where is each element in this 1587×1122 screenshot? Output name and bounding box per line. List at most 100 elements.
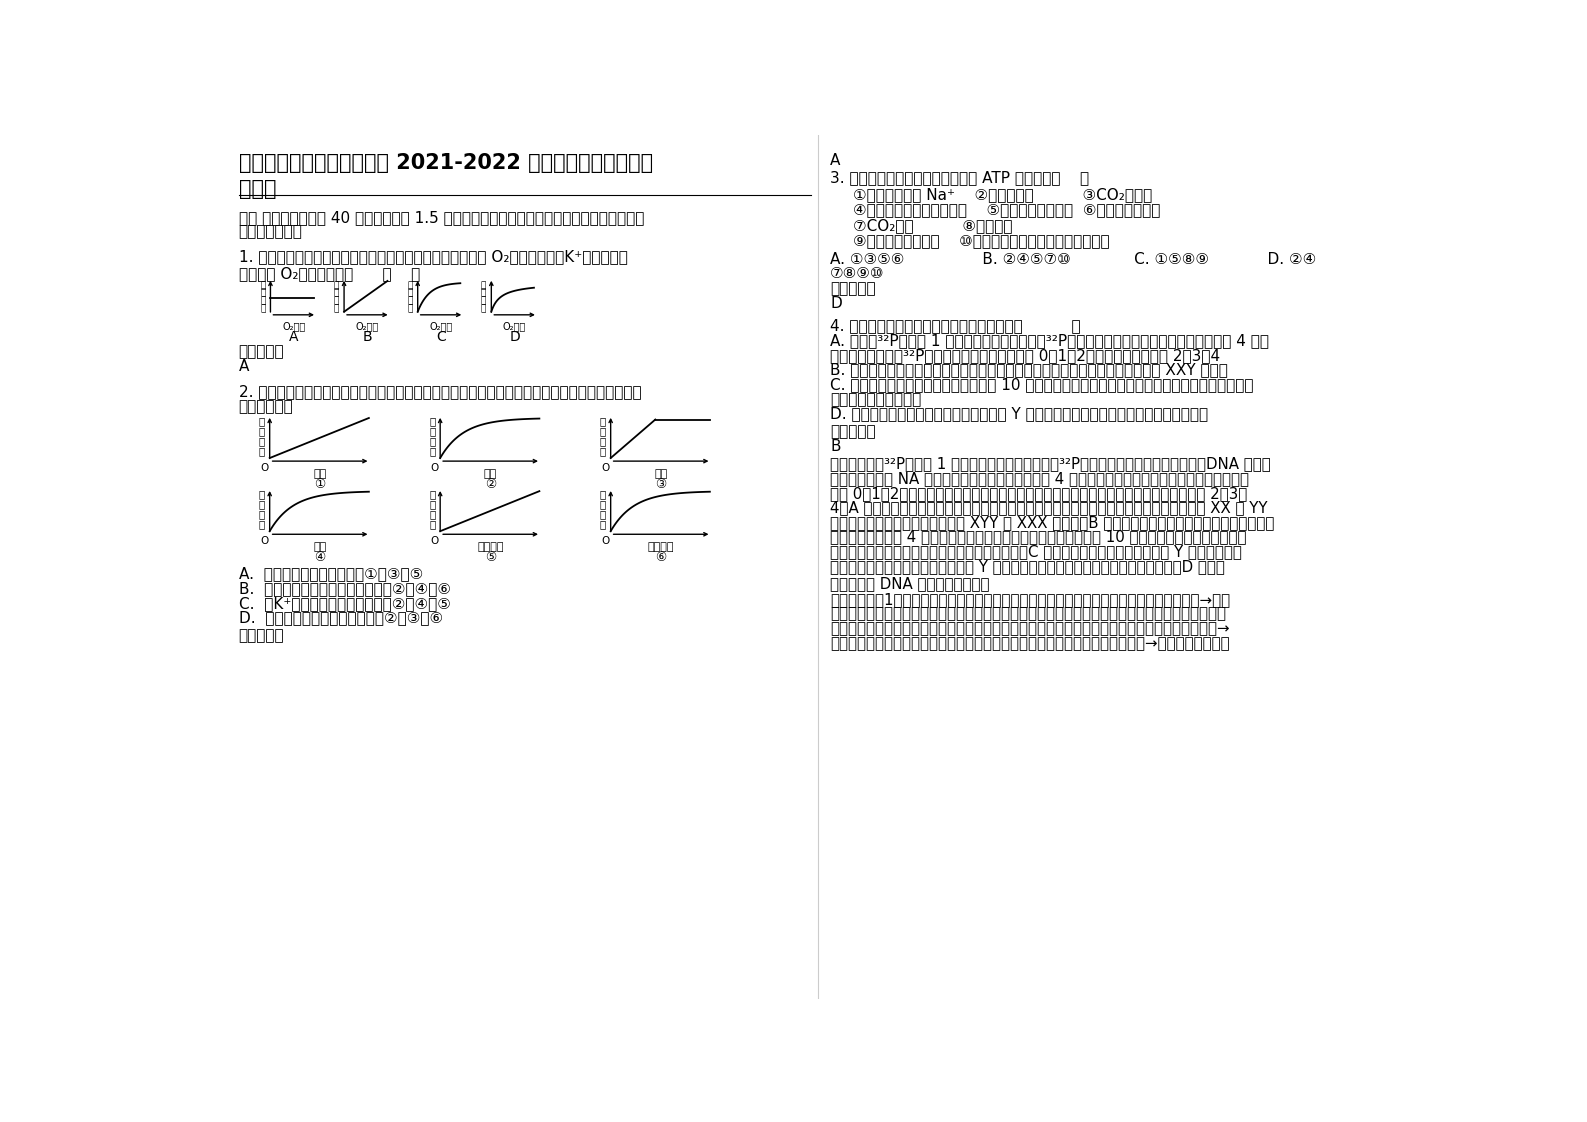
Text: 于减数第一次分裂后期或减数第二次分裂的后期，C 正确；初级精母细胞只含有一条 Y 染色体，若某: 于减数第一次分裂后期或减数第二次分裂的后期，C 正确；初级精母细胞只含有一条 Y…: [830, 544, 1243, 559]
Text: 速: 速: [260, 296, 265, 305]
Text: 运: 运: [430, 416, 435, 426]
Text: ①肾小管重吸收 Na⁺    ②干种子吸水          ③CO₂的还原: ①肾小管重吸收 Na⁺ ②干种子吸水 ③CO₂的还原: [854, 187, 1152, 202]
Text: 输: 输: [260, 288, 265, 297]
Text: B: B: [830, 439, 841, 453]
Text: 胞中，每个细胞含³²P标记的染色体个数为可能是 0、1、2，含有标记细胞数为 2、3、4: 胞中，每个细胞含³²P标记的染色体个数为可能是 0、1、2，含有标记细胞数为 2…: [830, 348, 1220, 362]
Text: 速: 速: [259, 509, 265, 519]
Text: 2. 下图是几种物质进出细胞方式中，运输速度与影响因素间的关系曲线图，下列与此图相关的叙述: 2. 下图是几种物质进出细胞方式中，运输速度与影响因素间的关系曲线图，下列与此图…: [238, 384, 641, 399]
Text: A: A: [289, 330, 298, 344]
Text: D: D: [830, 296, 841, 311]
Text: ⑤: ⑤: [486, 551, 497, 564]
Text: 速: 速: [333, 296, 340, 305]
Text: 参考答案：: 参考答案：: [830, 424, 876, 439]
Text: 速: 速: [408, 296, 413, 305]
Text: 河南省信阳市宋基实验中学 2021-2022 学年高三生物模拟试题: 河南省信阳市宋基实验中学 2021-2022 学年高三生物模拟试题: [238, 153, 652, 173]
Text: 输: 输: [259, 426, 265, 436]
Text: 的速度与 O₂浓度关系的是      （    ）: 的速度与 O₂浓度关系的是 （ ）: [238, 266, 421, 282]
Text: O₂浓度: O₂浓度: [503, 321, 527, 331]
Text: 能量: 能量: [654, 469, 668, 479]
Text: 一、 选择题（本题共 40 小题，每小题 1.5 分。在每小题给出的四个选项中，只有一项是符合: 一、 选择题（本题共 40 小题，每小题 1.5 分。在每小题给出的四个选项中，…: [238, 210, 644, 226]
Text: O₂浓度: O₂浓度: [355, 321, 379, 331]
Text: 4. 下列关于细胞分裂有关的说法不正确的是（          ）: 4. 下列关于细胞分裂有关的说法不正确的是（ ）: [830, 318, 1081, 333]
Text: 中，正确的是: 中，正确的是: [238, 399, 294, 414]
Text: 速: 速: [259, 436, 265, 447]
Text: 运: 运: [600, 416, 606, 426]
Text: 浓度: 浓度: [313, 469, 327, 479]
Text: 的精子，因此可形成染色体组成为 XYY 或 XXX 的后代，B 错误；二倍体动物在细胞有丝分裂后期所含: 的精子，因此可形成染色体组成为 XYY 或 XXX 的后代，B 错误；二倍体动物…: [830, 515, 1274, 530]
Text: O: O: [260, 462, 268, 472]
Text: 能是 0、1、2，由于有丝分裂后期，子染色体是随机移向两极的，因此含有标记得细胞数为 2、3、: 能是 0、1、2，由于有丝分裂后期，子染色体是随机移向两极的，因此含有标记得细胞…: [830, 486, 1247, 500]
Text: 含解析: 含解析: [238, 180, 276, 200]
Text: 题目要求的。）: 题目要求的。）: [238, 224, 303, 239]
Text: 输: 输: [430, 499, 435, 509]
Text: O: O: [260, 536, 268, 545]
Text: 载体数量: 载体数量: [478, 542, 503, 552]
Text: 速: 速: [430, 436, 435, 447]
Text: O: O: [601, 462, 609, 472]
Text: 度: 度: [430, 519, 435, 530]
Text: 速: 速: [481, 296, 486, 305]
Text: O₂浓度: O₂浓度: [430, 321, 452, 331]
Text: 度: 度: [259, 519, 265, 530]
Text: 运: 运: [430, 489, 435, 499]
Text: 【典型总结】1、精子的形成过程：精原细胞经过减数第一次分裂前的间期（染色体的复制）→初级: 【典型总结】1、精子的形成过程：精原细胞经过减数第一次分裂前的间期（染色体的复制…: [830, 592, 1230, 607]
Text: 率: 率: [260, 304, 265, 313]
Text: 率: 率: [408, 304, 413, 313]
Text: 染色体数目应该是 4 的整倍数，若二倍体动物在细胞分裂后期含有 10 条染色体，则该细胞很可能处: 染色体数目应该是 4 的整倍数，若二倍体动物在细胞分裂后期含有 10 条染色体，…: [830, 530, 1246, 544]
Text: ⑦⑧⑨⑩: ⑦⑧⑨⑩: [830, 266, 884, 282]
Text: A.  与水进出细胞相符的图有①、③、⑤: A. 与水进出细胞相符的图有①、③、⑤: [238, 567, 422, 581]
Text: 运: 运: [259, 416, 265, 426]
Text: ④: ④: [314, 551, 325, 564]
Text: ⑨葡萄糖进入红细胞    ⑩静息状态下神经元细胞钾离子外流: ⑨葡萄糖进入红细胞 ⑩静息状态下神经元细胞钾离子外流: [854, 233, 1109, 248]
Text: 度: 度: [430, 447, 435, 457]
Text: C: C: [436, 330, 446, 344]
Text: 能量: 能量: [313, 542, 327, 552]
Text: B. 在某动物在精子形成过程中，若姐妹染色单体未分离，则可形成染色体组成为 XXY 的后代: B. 在某动物在精子形成过程中，若姐妹染色单体未分离，则可形成染色体组成为 XX…: [830, 362, 1228, 378]
Text: 度: 度: [600, 519, 606, 530]
Text: 度: 度: [600, 447, 606, 457]
Text: 换；中期：同源染色体成对的排列在赤道板上；后期：同源染色体分离，非同源染色体自由组合）→: 换；中期：同源染色体成对的排列在赤道板上；后期：同源染色体分离，非同源染色体自由…: [830, 622, 1230, 636]
Text: 运: 运: [260, 280, 265, 289]
Text: 制了两次，根据 NA 分子半保留复制特点，所形成的 4 个细胞中，每个细胞含标记的染色体个数为可: 制了两次，根据 NA 分子半保留复制特点，所形成的 4 个细胞中，每个细胞含标记…: [830, 471, 1249, 486]
Text: 载体数量: 载体数量: [647, 542, 674, 552]
Text: 输: 输: [600, 499, 606, 509]
Text: 运: 运: [481, 280, 486, 289]
Text: 1. 下图是某哺乳动物的成熟红细胞，其中能正确表示在一定 O₂浓度范围内，K⁺进入该细胞: 1. 下图是某哺乳动物的成熟红细胞，其中能正确表示在一定 O₂浓度范围内，K⁺进…: [238, 249, 627, 265]
Text: ①: ①: [314, 478, 325, 491]
Text: 率: 率: [333, 304, 340, 313]
Text: O₂浓度: O₂浓度: [282, 321, 305, 331]
Text: O: O: [601, 536, 609, 545]
Text: 参考答案：: 参考答案：: [238, 344, 284, 359]
Text: 参考答案：: 参考答案：: [238, 628, 284, 643]
Text: O: O: [430, 536, 440, 545]
Text: 速: 速: [600, 509, 606, 519]
Text: 运: 运: [333, 280, 340, 289]
Text: 精母细胞；初级精母细胞经过减数第一次分裂（前期：联会，同源染色体上的非姐妹染色单体交叉互: 精母细胞；初级精母细胞经过减数第一次分裂（前期：联会，同源染色体上的非姐妹染色单…: [830, 607, 1227, 622]
Text: 输: 输: [408, 288, 413, 297]
Text: A: A: [830, 153, 841, 168]
Text: 输: 输: [430, 426, 435, 436]
Text: O: O: [430, 462, 440, 472]
Text: ④血液与组织液间气体交换    ⑤抗体的合成与分泌  ⑥氨基酸脱水缩合: ④血液与组织液间气体交换 ⑤抗体的合成与分泌 ⑥氨基酸脱水缩合: [854, 202, 1160, 218]
Text: ⑥: ⑥: [655, 551, 667, 564]
Text: 3. 下列生理过程中，全部不需消耗 ATP 的组合是（    ）: 3. 下列生理过程中，全部不需消耗 ATP 的组合是（ ）: [830, 171, 1089, 185]
Text: C.  与K⁺进入丽藻细胞相符的图有②、④、⑤: C. 与K⁺进入丽藻细胞相符的图有②、④、⑤: [238, 596, 451, 610]
Text: ③: ③: [655, 478, 667, 491]
Text: 减数第一次分裂的后期: 减数第一次分裂的后期: [830, 392, 920, 407]
Text: D: D: [509, 330, 521, 344]
Text: ②: ②: [486, 478, 497, 491]
Text: 输: 输: [259, 499, 265, 509]
Text: 两种次级精母细胞；次级精母细胞经过减数第二次分裂过程（类似于有丝分裂）→精细胞；精细胞经: 两种次级精母细胞；次级精母细胞经过减数第二次分裂过程（类似于有丝分裂）→精细胞；…: [830, 636, 1230, 651]
Text: 速: 速: [430, 509, 435, 519]
Text: A: A: [238, 359, 249, 375]
Text: A. ①③⑤⑥                B. ②④⑤⑦⑩             C. ①⑤⑧⑨            D. ②④: A. ①③⑤⑥ B. ②④⑤⑦⑩ C. ①⑤⑧⑨ D. ②④: [830, 251, 1316, 267]
Text: A. 一个被³²P标记的 1 对同染色体的细胞，放在³²P的培养液中经两次有丝分裂后，所形成的 4 个细: A. 一个被³²P标记的 1 对同染色体的细胞，放在³²P的培养液中经两次有丝分…: [830, 333, 1270, 348]
Text: 率: 率: [481, 304, 486, 313]
Text: D. 某二倍体正常分裂中的细胞若含有两条 Y 染色体，则该细胞一定不可能是初级精母细胞: D. 某二倍体正常分裂中的细胞若含有两条 Y 染色体，则该细胞一定不可能是初级精…: [830, 406, 1208, 422]
Text: 二倍体正常分裂中的细胞若含有两条 Y 染色体，则该细胞一定不可能是初级精母细胞，D 正确。: 二倍体正常分裂中的细胞若含有两条 Y 染色体，则该细胞一定不可能是初级精母细胞，…: [830, 559, 1225, 574]
Text: 速: 速: [600, 436, 606, 447]
Text: 运: 运: [600, 489, 606, 499]
Text: 运: 运: [259, 489, 265, 499]
Text: ⑦CO₂固定          ⑧质壁分离: ⑦CO₂固定 ⑧质壁分离: [854, 218, 1013, 232]
Text: 浓度: 浓度: [484, 469, 497, 479]
